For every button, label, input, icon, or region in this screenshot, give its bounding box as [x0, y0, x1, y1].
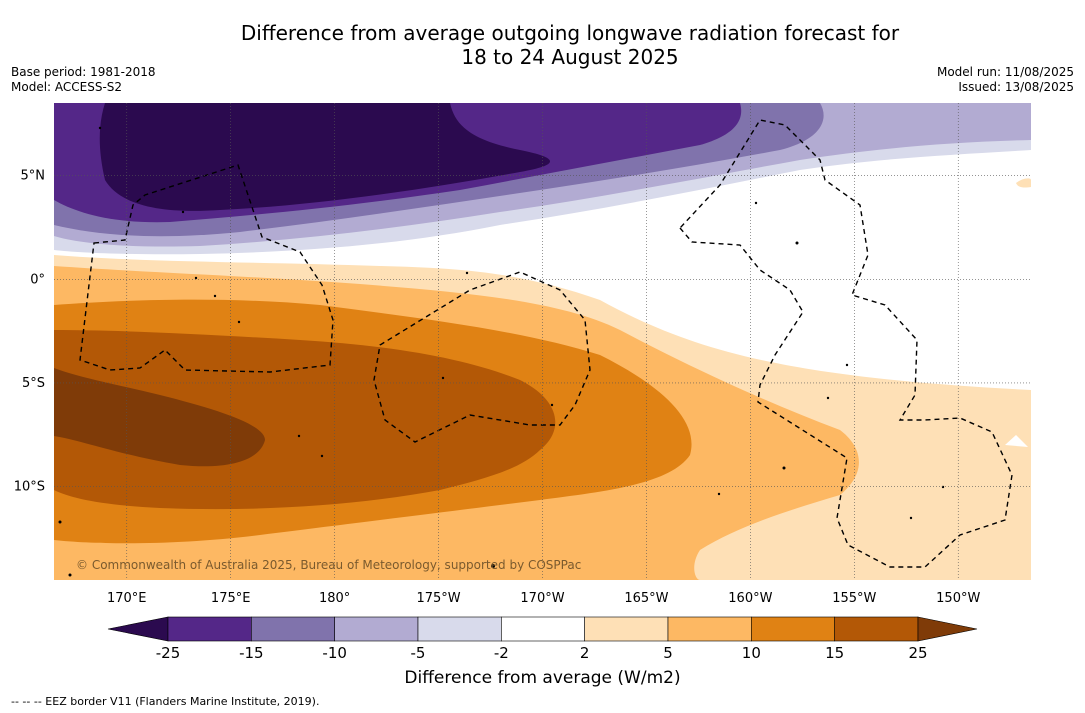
eez-border-east-line	[679, 119, 1013, 568]
colorbar-bin	[751, 616, 835, 642]
eez-border-central	[373, 271, 591, 443]
colorbar-label: Difference from average (W/m2)	[404, 668, 681, 688]
colorbar-bin	[834, 616, 919, 642]
colorbar-tick-label: -5	[411, 644, 426, 662]
level-over-25	[54, 368, 265, 467]
x-tick-label: 170°W	[520, 591, 564, 606]
eez-border-west	[79, 164, 334, 373]
x-tick-label: 175°W	[416, 591, 460, 606]
colorbar-bin	[417, 616, 502, 642]
x-tick-label: 170°E	[107, 591, 147, 606]
base-period-label: Base period: 1981-2018	[11, 65, 156, 79]
meta-left: Base period: 1981-2018 Model: ACCESS-S2	[11, 65, 156, 95]
x-tick-label: 150°W	[936, 591, 980, 606]
y-tick-labels: 5°N 0° 5°S 10°S	[14, 169, 45, 495]
colorbar: -25 -15 -10 -5 -2 2 5 10 15 25	[107, 616, 978, 662]
y-tick-label: 5°S	[22, 376, 45, 391]
eez-borders	[79, 119, 1013, 568]
x-tick-label: 180°	[319, 591, 350, 606]
y-tick-label: 0°	[30, 272, 45, 287]
meta-right: Model run: 11/08/2025 Issued: 13/08/2025	[937, 65, 1074, 95]
colorbar-arrow-low	[107, 616, 169, 642]
colorbar-bin	[584, 616, 669, 642]
colorbar-bin	[334, 616, 419, 642]
copyright-notice: © Commonwealth of Australia 2025, Bureau…	[76, 558, 582, 572]
colorbar-bin	[667, 616, 752, 642]
y-tick-label: 10°S	[14, 480, 45, 495]
model-run-label: Model run: 11/08/2025	[936, 65, 1074, 79]
colorbar-tick-label: -10	[322, 644, 347, 662]
level-under-minus-25	[99, 103, 550, 211]
model-label: Model: ACCESS-S2	[11, 80, 123, 94]
colorbar-bin	[167, 616, 252, 642]
x-tick-label: 160°W	[728, 591, 772, 606]
colorbar-tick-label: -2	[494, 644, 509, 662]
eez-footnote: -- -- -- EEZ border V11 (Flanders Marine…	[11, 695, 320, 708]
chart-title-line-2: 18 to 24 August 2025	[461, 45, 679, 69]
colorbar-tick-label: -25	[156, 644, 181, 662]
x-tick-label: 155°W	[832, 591, 876, 606]
anomaly-field	[54, 103, 1031, 580]
level-2-5-blob	[1016, 178, 1031, 188]
issued-label: Issued: 13/08/2025	[958, 80, 1074, 94]
colorbar-bin	[501, 616, 585, 642]
grid-lines	[54, 103, 1031, 580]
x-tick-label: 165°W	[624, 591, 668, 606]
colorbar-tick-label: 10	[742, 644, 761, 662]
island-markers	[58, 126, 945, 577]
colorbar-arrow-high	[917, 616, 978, 642]
colorbar-tick-label: 2	[580, 644, 590, 662]
colorbar-tick-label: -15	[239, 644, 264, 662]
y-tick-label: 5°N	[21, 169, 46, 184]
level-neutral-blob	[1005, 435, 1028, 447]
x-tick-label: 175°E	[211, 591, 251, 606]
chart-title-line-1: Difference from average outgoing longwav…	[240, 21, 900, 45]
x-tick-labels: 170°E 175°E 180° 175°W 170°W 165°W 160°W 155°W 1…	[107, 591, 980, 606]
colorbar-tick-label: 5	[663, 644, 673, 662]
colorbar-tick-label: 25	[908, 644, 927, 662]
colorbar-bin	[251, 616, 335, 642]
colorbar-tick-label: 15	[825, 644, 844, 662]
